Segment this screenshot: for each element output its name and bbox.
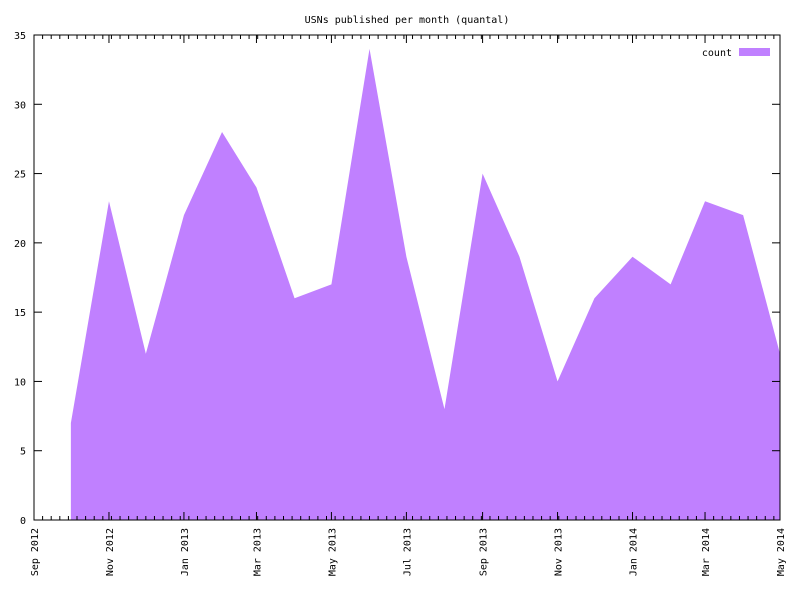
plot-border: [33, 34, 781, 521]
x-tick-label: Jan 2013: [180, 528, 191, 576]
y-tick-label: 35: [14, 31, 26, 42]
y-tick-label: 30: [14, 100, 26, 111]
y-tick-label: 25: [14, 170, 26, 181]
x-tick-label: Sep 2013: [479, 528, 490, 576]
chart-title: USNs published per month (quantal): [305, 15, 510, 26]
x-tick-label: Mar 2013: [252, 528, 263, 576]
x-tick-label: Mar 2014: [701, 528, 712, 576]
y-tick-label: 0: [20, 516, 26, 527]
y-tick-label: 20: [14, 239, 26, 250]
x-tick-label: Jul 2013: [402, 528, 413, 576]
legend: count: [702, 48, 770, 59]
x-tick-label: May 2013: [327, 528, 338, 576]
x-tick-label: Nov 2012: [105, 528, 116, 576]
legend-swatch: [739, 48, 770, 56]
x-tick-label: Jan 2014: [629, 528, 640, 576]
y-tick-label: 15: [14, 308, 26, 319]
legend-label: count: [702, 48, 732, 59]
area-layer: [70, 48, 781, 521]
y-tick-label: 5: [20, 447, 26, 458]
x-tick-label: Nov 2013: [554, 528, 565, 576]
axis-layer: 0 5 10 15 20 25 30 35 Sep 2012 Nov 2012 Jan 2013 Ma…: [14, 31, 787, 576]
x-tick-label: Sep 2012: [30, 528, 41, 576]
area-series-count: [70, 48, 781, 521]
y-tick-label: 10: [14, 377, 26, 388]
x-tick-label: May 2014: [776, 528, 787, 576]
